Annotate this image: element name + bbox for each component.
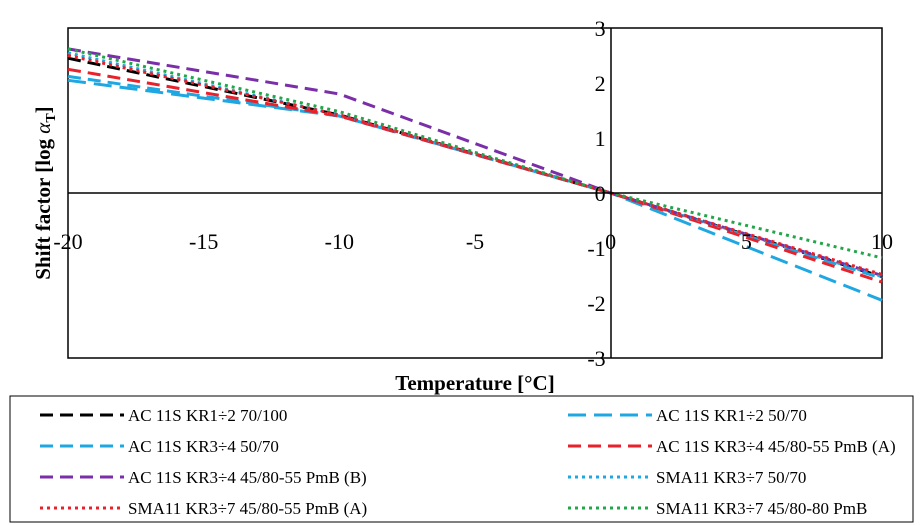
x-axis-title: Temperature [°C] — [395, 371, 554, 395]
y-tick-label: 3 — [595, 16, 606, 41]
y-tick-label: -3 — [587, 346, 605, 371]
x-tick-label: -15 — [189, 229, 218, 254]
legend-entry-label: AC 11S KR1÷2 70/100 — [128, 406, 287, 425]
legend-entry-label: AC 11S KR1÷2 50/70 — [656, 406, 807, 425]
y-axis-title: Shift factor [log αT] — [31, 106, 59, 279]
x-tick-label: 10 — [871, 229, 893, 254]
x-tick-label: -10 — [325, 229, 354, 254]
legend-entry-label: SMA11 KR3÷7 45/80-55 PmB (A) — [128, 499, 367, 518]
legend-entry-label: SMA11 KR3÷7 50/70 — [656, 468, 806, 487]
y-axis-title-close: ] — [31, 106, 55, 113]
y-axis-title-subscript: T — [44, 113, 59, 123]
x-tick-label: -5 — [466, 229, 484, 254]
legend-entry-label: SMA11 KR3÷7 45/80-80 PmB — [656, 499, 867, 518]
legend-entry-label: AC 11S KR3÷4 45/80-55 PmB (A) — [656, 437, 896, 456]
legend-entry-label: AC 11S KR3÷4 50/70 — [128, 437, 279, 456]
series-line-7 — [67, 54, 883, 276]
y-axis-title-symbol: α — [31, 122, 55, 134]
x-tick-label: -20 — [53, 229, 82, 254]
y-tick-label: 2 — [595, 71, 606, 96]
legend: AC 11S KR1÷2 70/100 AC 11S KR1÷2 50/70 AC … — [40, 406, 896, 518]
y-tick-label: 0 — [595, 181, 606, 206]
y-tick-label: -1 — [587, 236, 605, 261]
y-tick-label: 1 — [595, 126, 606, 151]
series-layer — [67, 47, 883, 302]
y-axis-title-main: Shift factor [log — [31, 134, 55, 280]
legend-entry-label: AC 11S KR3÷4 45/80-55 PmB (B) — [128, 468, 367, 487]
series-line-4 — [67, 67, 883, 284]
series-line-2 — [67, 78, 883, 302]
x-tick-label: 0 — [605, 229, 616, 254]
y-tick-label: -2 — [587, 291, 605, 316]
series-line-8 — [67, 47, 883, 260]
x-tick-label: 5 — [741, 229, 752, 254]
legend-box — [9, 395, 914, 523]
